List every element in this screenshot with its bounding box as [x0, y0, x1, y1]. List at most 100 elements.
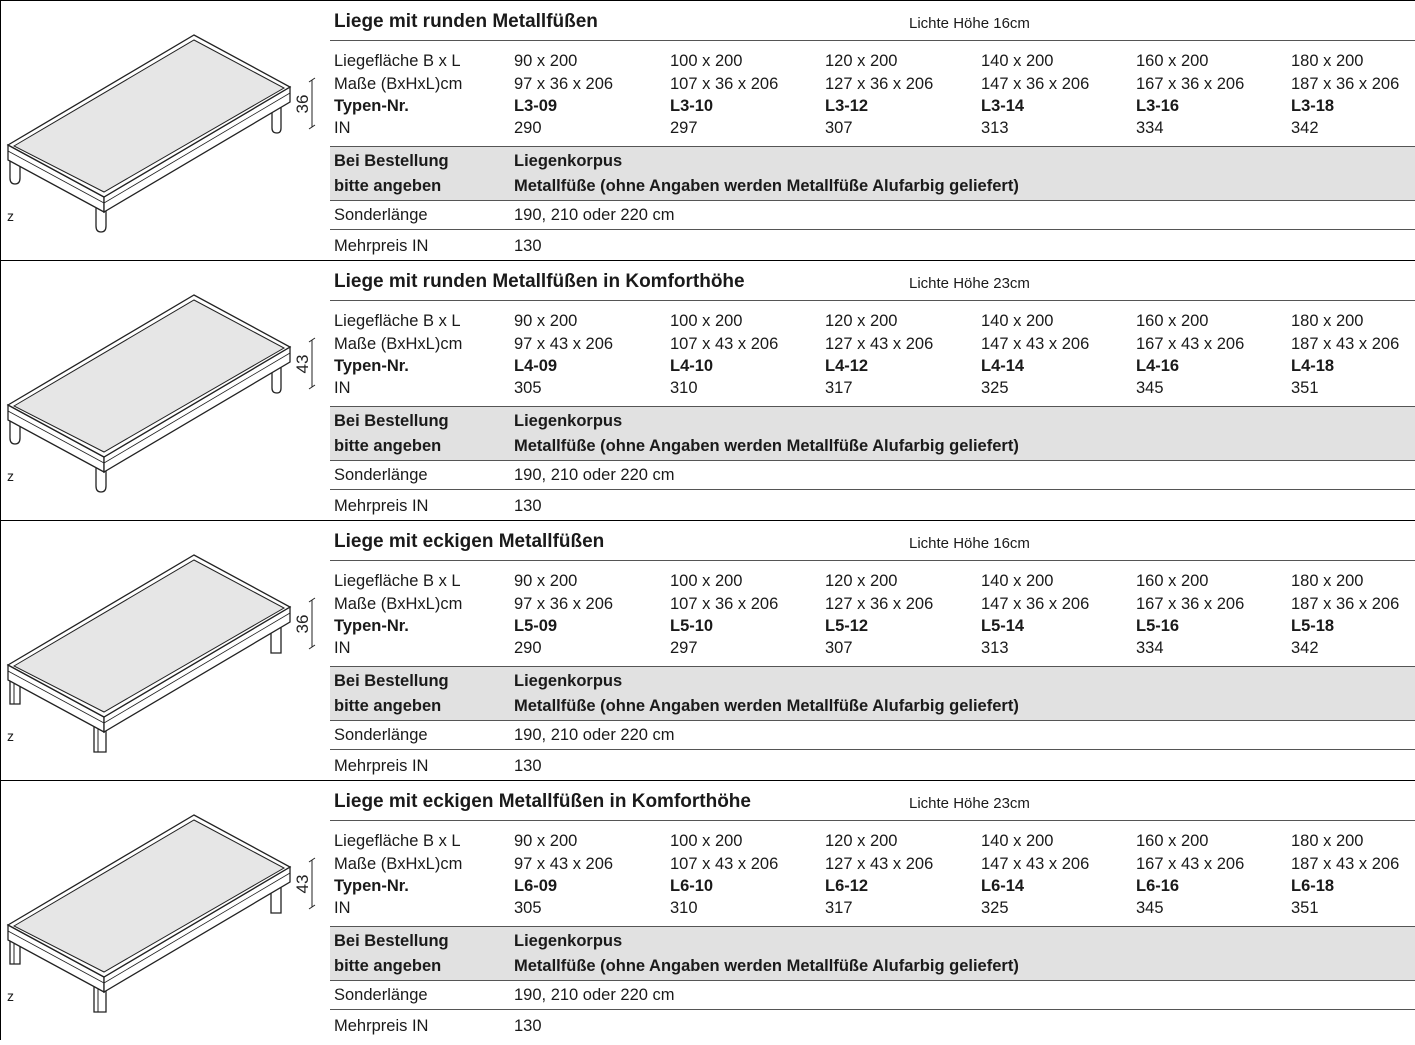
illustration-area: 43 z — [0, 260, 330, 520]
mehrpreis-value: 130 — [514, 757, 542, 775]
row-divider — [330, 300, 1415, 301]
clearance-height: Lichte Höhe 16cm — [909, 15, 1030, 32]
label-mehrpreis: Mehrpreis IN — [334, 757, 429, 775]
type-number: L4-18 — [1291, 357, 1335, 375]
label-bei-bestellung: Bei Bestellung — [334, 932, 449, 950]
dimension-value: 187 x 36 x 206 — [1291, 75, 1400, 93]
order-info-band — [330, 666, 1415, 720]
row-divider — [330, 720, 1415, 721]
price-value: 307 — [825, 119, 853, 137]
row-divider — [330, 820, 1415, 821]
product-section: 43 z Liege mit runden Metallfüßen in Komfo… — [0, 260, 1415, 520]
type-number: L5-09 — [514, 617, 558, 635]
liegeflaeche-value: 160 x 200 — [1136, 52, 1209, 70]
bed-illustration: 36 — [6, 554, 316, 753]
price-value: 351 — [1291, 379, 1319, 397]
liegeflaeche-value: 100 x 200 — [670, 312, 743, 330]
type-number: L3-16 — [1136, 97, 1180, 115]
dimension-value: 167 x 43 x 206 — [1136, 855, 1245, 873]
price-value: 307 — [825, 639, 853, 657]
type-number: L3-09 — [514, 97, 558, 115]
bed-illustration: 36 — [6, 34, 316, 233]
dimension-value: 127 x 36 x 206 — [825, 595, 934, 613]
type-number: L3-18 — [1291, 97, 1335, 115]
dimension-value: 97 x 36 x 206 — [514, 595, 614, 613]
label-bitte-angeben: bitte angeben — [334, 697, 442, 715]
section-left-border — [0, 0, 1, 260]
type-number: L3-12 — [825, 97, 869, 115]
order-info-liegenkorpus: Liegenkorpus — [514, 672, 623, 690]
dimension-value: 147 x 43 x 206 — [981, 335, 1090, 353]
price-value: 345 — [1136, 899, 1164, 917]
price-value: 325 — [981, 899, 1009, 917]
product-section: 36 z Liege mit eckigen Metallfüßen Lichte H… — [0, 520, 1415, 780]
dimension-value: 97 x 43 x 206 — [514, 335, 614, 353]
label-typen-nr: Typen-Nr. — [334, 357, 409, 375]
dimension-value: 127 x 36 x 206 — [825, 75, 934, 93]
section-divider — [0, 0, 1415, 1]
row-divider — [330, 200, 1415, 201]
price-value: 313 — [981, 639, 1009, 657]
row-divider — [330, 749, 1415, 750]
liegeflaeche-value: 140 x 200 — [981, 312, 1054, 330]
section-left-border — [0, 520, 1, 780]
order-info-metallfuesse: Metallfüße (ohne Angaben werden Metallfü… — [514, 177, 1019, 195]
type-number: L6-12 — [825, 877, 869, 895]
price-value: 334 — [1136, 639, 1164, 657]
dimension-value: 147 x 36 x 206 — [981, 595, 1090, 613]
row-divider — [330, 980, 1415, 981]
price-value: 305 — [514, 899, 542, 917]
label-liegeflaeche: Liegefläche B x L — [334, 832, 461, 850]
order-info-metallfuesse: Metallfüße (ohne Angaben werden Metallfü… — [514, 437, 1019, 455]
liegeflaeche-value: 90 x 200 — [514, 832, 578, 850]
label-in: IN — [334, 899, 351, 917]
label-in: IN — [334, 119, 351, 137]
section-divider — [0, 520, 1415, 521]
label-sonderlaenge: Sonderlänge — [334, 206, 428, 224]
liegeflaeche-value: 140 x 200 — [981, 572, 1054, 590]
liegeflaeche-value: 180 x 200 — [1291, 312, 1364, 330]
illustration-area: 36 z — [0, 520, 330, 780]
type-number: L3-14 — [981, 97, 1025, 115]
label-bitte-angeben: bitte angeben — [334, 957, 442, 975]
dimension-value: 167 x 43 x 206 — [1136, 335, 1245, 353]
price-value: 342 — [1291, 639, 1319, 657]
dimension-value: 187 x 43 x 206 — [1291, 855, 1400, 873]
label-masse: Maße (BxHxL)cm — [334, 855, 463, 873]
label-mehrpreis: Mehrpreis IN — [334, 1017, 429, 1035]
dimension-value: 187 x 36 x 206 — [1291, 595, 1400, 613]
price-value: 305 — [514, 379, 542, 397]
price-value: 345 — [1136, 379, 1164, 397]
order-info-metallfuesse: Metallfüße (ohne Angaben werden Metallfü… — [514, 697, 1019, 715]
price-value: 297 — [670, 639, 698, 657]
z-mark: z — [7, 208, 14, 224]
mehrpreis-value: 130 — [514, 237, 542, 255]
price-value: 290 — [514, 119, 542, 137]
label-liegeflaeche: Liegefläche B x L — [334, 52, 461, 70]
sonderlaenge-value: 190, 210 oder 220 cm — [514, 466, 675, 484]
illustration-area: 43 z — [0, 780, 330, 1040]
type-number: L4-16 — [1136, 357, 1180, 375]
order-info-band — [330, 146, 1415, 200]
order-info-band — [330, 406, 1415, 460]
liegeflaeche-value: 180 x 200 — [1291, 572, 1364, 590]
liegeflaeche-value: 180 x 200 — [1291, 832, 1364, 850]
section-divider — [0, 780, 1415, 781]
row-divider — [330, 560, 1415, 561]
order-info-band — [330, 926, 1415, 980]
price-value: 313 — [981, 119, 1009, 137]
liegeflaeche-value: 100 x 200 — [670, 832, 743, 850]
liegeflaeche-value: 140 x 200 — [981, 52, 1054, 70]
price-value: 310 — [670, 899, 698, 917]
mehrpreis-value: 130 — [514, 497, 542, 515]
label-mehrpreis: Mehrpreis IN — [334, 237, 429, 255]
label-masse: Maße (BxHxL)cm — [334, 75, 463, 93]
order-info-liegenkorpus: Liegenkorpus — [514, 412, 623, 430]
label-bei-bestellung: Bei Bestellung — [334, 412, 449, 430]
sonderlaenge-value: 190, 210 oder 220 cm — [514, 206, 675, 224]
type-number: L6-09 — [514, 877, 558, 895]
type-number: L5-14 — [981, 617, 1025, 635]
label-sonderlaenge: Sonderlänge — [334, 466, 428, 484]
liegeflaeche-value: 100 x 200 — [670, 572, 743, 590]
row-divider — [330, 40, 1415, 41]
